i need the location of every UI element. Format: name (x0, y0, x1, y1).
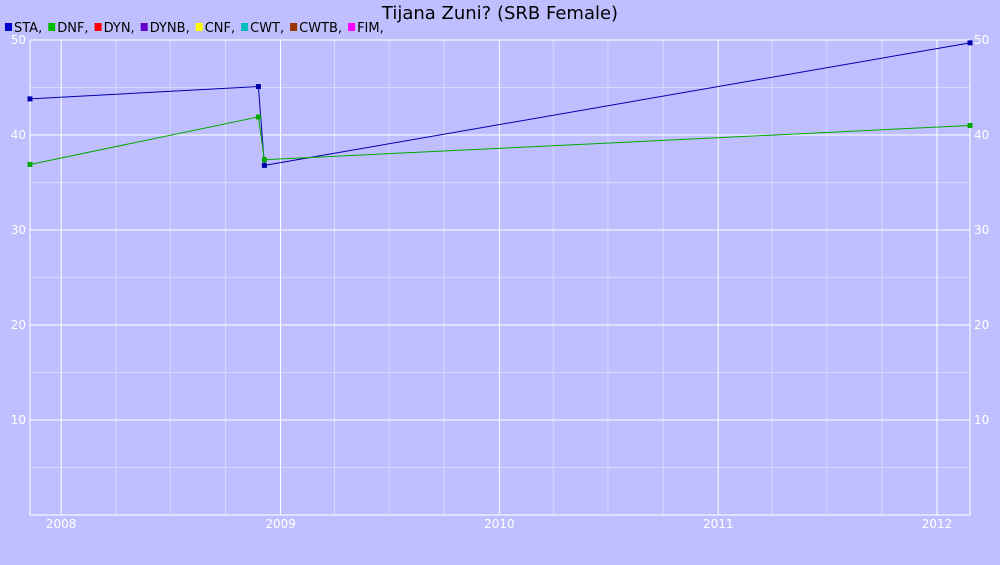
data-point (27, 161, 33, 167)
x-tick-label: 2009 (265, 517, 296, 531)
y-tick-label-left: 20 (11, 318, 26, 332)
legend-label: CWTB, (299, 21, 342, 36)
legend-item: CWTB, (290, 21, 342, 36)
series-layer (27, 40, 973, 168)
legend: STA, DNF, DYN, DYNB, CNF, CWT, CWTB, FIM, (5, 21, 384, 36)
y-axis-ticks: 10 10 20 20 30 30 40 40 50 50 (11, 33, 990, 427)
legend-label: DYN, (104, 21, 135, 36)
x-tick-label: 2008 (46, 517, 77, 531)
legend-swatch (195, 23, 203, 31)
legend-item: FIM, (348, 21, 384, 36)
legend-label: STA, (14, 21, 42, 36)
x-tick-label: 2010 (484, 517, 515, 531)
legend-swatch (241, 23, 249, 31)
legend-item: STA, (5, 21, 42, 36)
legend-label: FIM, (357, 21, 384, 36)
y-tick-label-left: 30 (11, 223, 26, 237)
y-tick-label-right: 30 (974, 223, 989, 237)
y-tick-label-left: 40 (11, 128, 26, 142)
legend-item: DNF, (48, 21, 89, 36)
chart-title: Tijana Zuni? (SRB Female) (381, 3, 618, 24)
y-tick-label-right: 40 (974, 128, 989, 142)
legend-swatch (48, 23, 56, 31)
x-tick-label: 2011 (703, 517, 734, 531)
legend-label: DYNB, (150, 21, 190, 36)
legend-swatch (5, 23, 12, 31)
x-tick-label: 2012 (922, 517, 953, 531)
major-grid (29, 39, 971, 516)
series-1 (27, 40, 973, 168)
minor-grid (30, 40, 970, 515)
data-point (261, 157, 267, 163)
series-line (29, 42, 971, 166)
legend-item: DYNB, (140, 21, 190, 36)
x-axis-ticks: 2008 2009 2010 2011 2012 (46, 517, 952, 531)
legend-swatch (290, 23, 298, 31)
series-line (29, 116, 971, 165)
y-tick-label-left: 10 (11, 413, 26, 427)
legend-item: DYN, (94, 21, 135, 36)
data-point (255, 84, 261, 90)
legend-label: DNF, (57, 21, 88, 36)
data-point (967, 123, 973, 128)
y-tick-label-right: 50 (974, 33, 989, 47)
y-tick-label-left: 50 (11, 33, 26, 47)
legend-label: CWT, (250, 21, 284, 36)
legend-item: CNF, (195, 21, 235, 36)
legend-swatch (140, 23, 148, 31)
series-2 (27, 114, 973, 167)
legend-swatch (94, 23, 102, 31)
legend-item: CWT, (241, 21, 284, 36)
y-tick-label-right: 20 (974, 318, 989, 332)
data-point (27, 96, 33, 102)
y-tick-label-right: 10 (974, 413, 989, 427)
data-point (967, 40, 973, 46)
legend-label: CNF, (205, 21, 235, 36)
data-point (261, 162, 267, 168)
data-point (255, 114, 261, 120)
legend-swatch (348, 23, 356, 31)
